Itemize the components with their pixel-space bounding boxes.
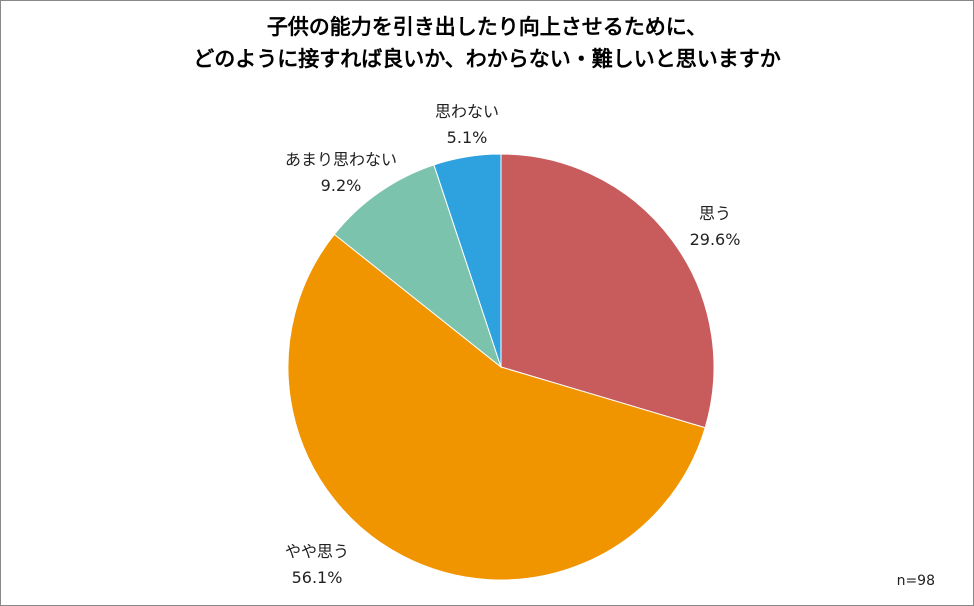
slice-label-3: あまり思わない	[285, 150, 397, 169]
slice-value-label-3: 9.2%	[321, 176, 362, 195]
slice-label-4: 思わない	[435, 102, 499, 121]
chart-title-line-1: 子供の能力を引き出したり向上させるために、	[266, 15, 708, 39]
pie-slice-3	[333, 164, 503, 369]
pie-slices	[287, 153, 715, 581]
pie-slice-1	[500, 153, 715, 429]
slice-value-label-2: 56.1%	[292, 568, 343, 587]
sample-size-note: n=98	[896, 573, 935, 589]
pie-labels: 思う 29.6% やや思う 56.1% あまり思わない 9.2% 思わない 5.1%	[285, 102, 740, 587]
pie-slice-4	[433, 153, 502, 368]
slice-value-label-4: 5.1%	[447, 128, 488, 147]
chart-title-line-2: どのように接すれば良いか、わからない・難しいと思いますか	[193, 47, 781, 71]
slice-label-2: やや思う	[285, 542, 349, 561]
slice-value-label-1: 29.6%	[690, 230, 741, 249]
slice-label-1: 思う	[699, 204, 731, 223]
chart-title: 子供の能力を引き出したり向上させるために、 どのように接すれば良いか、わからない…	[1, 11, 973, 75]
pie-slice-2	[287, 233, 706, 581]
